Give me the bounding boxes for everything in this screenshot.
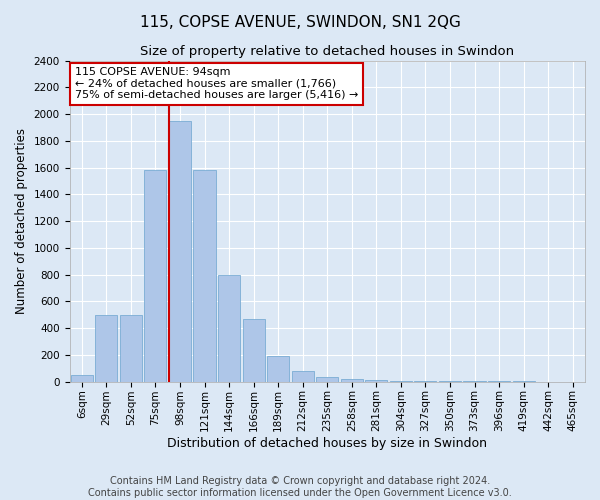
Bar xyxy=(242,319,265,382)
Bar xyxy=(218,274,240,382)
Bar xyxy=(415,381,436,382)
Bar xyxy=(316,377,338,382)
Bar xyxy=(390,380,412,382)
Bar xyxy=(120,315,142,382)
Bar xyxy=(169,121,191,382)
Bar xyxy=(365,380,388,382)
Text: Contains HM Land Registry data © Crown copyright and database right 2024.
Contai: Contains HM Land Registry data © Crown c… xyxy=(88,476,512,498)
Text: 115 COPSE AVENUE: 94sqm
← 24% of detached houses are smaller (1,766)
75% of semi: 115 COPSE AVENUE: 94sqm ← 24% of detache… xyxy=(74,67,358,100)
Bar xyxy=(267,356,289,382)
Bar xyxy=(292,371,314,382)
Title: Size of property relative to detached houses in Swindon: Size of property relative to detached ho… xyxy=(140,45,514,58)
Bar xyxy=(145,170,166,382)
Bar xyxy=(95,315,118,382)
Bar xyxy=(193,170,215,382)
Bar xyxy=(71,375,93,382)
Bar xyxy=(341,379,363,382)
Text: 115, COPSE AVENUE, SWINDON, SN1 2QG: 115, COPSE AVENUE, SWINDON, SN1 2QG xyxy=(140,15,460,30)
X-axis label: Distribution of detached houses by size in Swindon: Distribution of detached houses by size … xyxy=(167,437,487,450)
Y-axis label: Number of detached properties: Number of detached properties xyxy=(15,128,28,314)
Bar xyxy=(439,381,461,382)
